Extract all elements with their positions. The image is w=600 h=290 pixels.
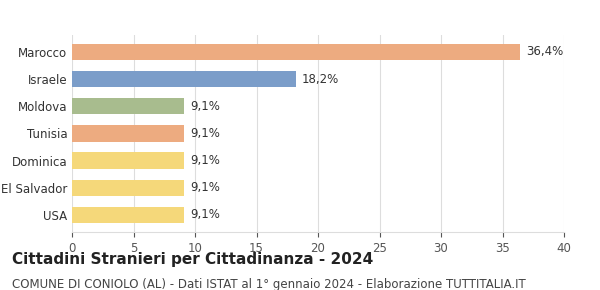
Bar — [72, 44, 520, 60]
Text: 9,1%: 9,1% — [190, 181, 220, 194]
Bar — [72, 125, 184, 142]
Bar — [72, 207, 184, 223]
Text: 9,1%: 9,1% — [190, 209, 220, 221]
Text: 18,2%: 18,2% — [302, 72, 339, 86]
Bar — [72, 71, 296, 87]
Bar — [72, 180, 184, 196]
Text: 9,1%: 9,1% — [190, 154, 220, 167]
Text: COMUNE DI CONIOLO (AL) - Dati ISTAT al 1° gennaio 2024 - Elaborazione TUTTITALIA: COMUNE DI CONIOLO (AL) - Dati ISTAT al 1… — [12, 278, 526, 290]
Text: 9,1%: 9,1% — [190, 127, 220, 140]
Text: 36,4%: 36,4% — [526, 46, 563, 58]
Bar — [72, 153, 184, 169]
Text: Cittadini Stranieri per Cittadinanza - 2024: Cittadini Stranieri per Cittadinanza - 2… — [12, 252, 373, 267]
Bar — [72, 98, 184, 114]
Text: 9,1%: 9,1% — [190, 100, 220, 113]
